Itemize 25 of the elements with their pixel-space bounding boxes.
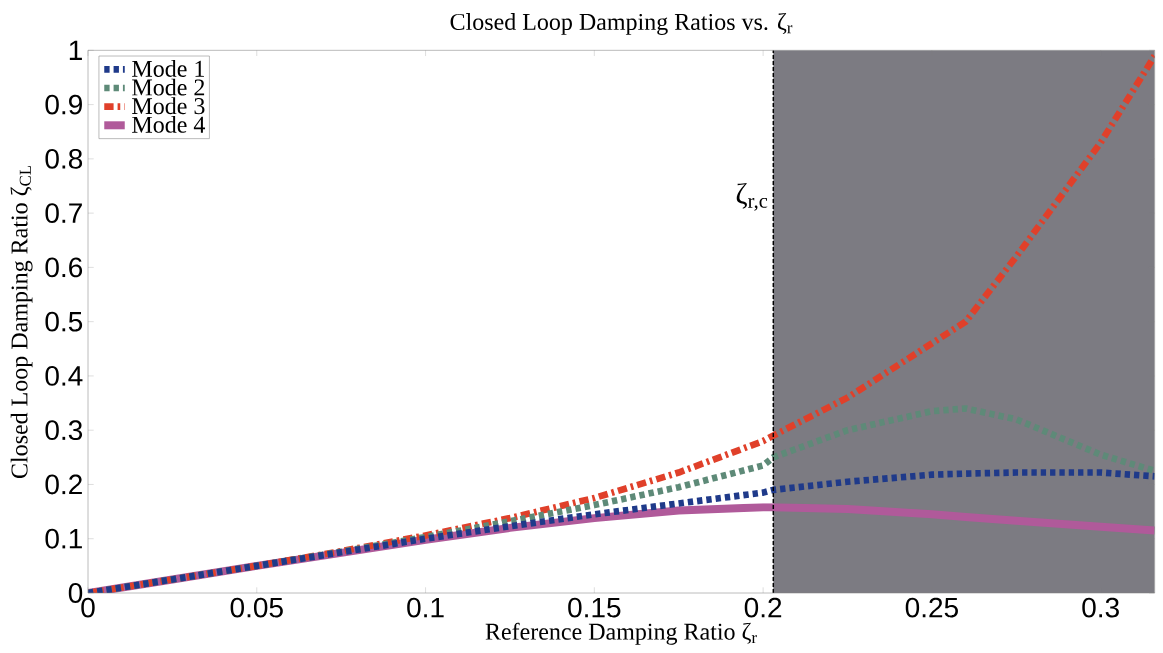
- y-tick-label: 1: [69, 40, 82, 60]
- x-tick-label: 0.1: [407, 597, 444, 618]
- x-tick-label: 0.3: [1082, 597, 1119, 618]
- y-tick-label: 0: [68, 583, 83, 603]
- y-tick-label: 0.3: [45, 420, 83, 441]
- chart-title: Closed Loop Damping Ratios vs. ζ$_{r}$: [450, 12, 793, 35]
- x-tick-label: 0.25: [905, 597, 958, 618]
- legend-label: Mode 1: [132, 60, 204, 77]
- x-tick-label: 0.15: [568, 597, 621, 618]
- legend-label: Mode 4: [132, 115, 206, 133]
- legend-label: Mode 3: [132, 97, 205, 115]
- y-tick-label: 0.5: [45, 311, 83, 332]
- x-axis-title: Reference Damping Ratio ζ$_{r}$: [485, 622, 757, 645]
- x-tick-label: 0.2: [744, 597, 782, 618]
- y-tick-label: 0.1: [45, 528, 82, 549]
- y-tick-label: 0.6: [45, 257, 83, 278]
- ref-line-label: ζ$_{r,c}$: [736, 182, 768, 211]
- legend-label: Mode 2: [132, 78, 205, 96]
- y-axis-title: Closed Loop Damping Ratio ζ$_{CL}$: [10, 165, 33, 479]
- y-tick-label: 0.8: [45, 148, 83, 169]
- y-tick-label: 0.7: [45, 203, 82, 224]
- y-tick-label: 0.4: [45, 366, 83, 386]
- x-tick-label: 0.05: [230, 597, 283, 618]
- y-tick-label: 0.2: [45, 474, 82, 495]
- y-tick-label: 0.9: [45, 94, 82, 115]
